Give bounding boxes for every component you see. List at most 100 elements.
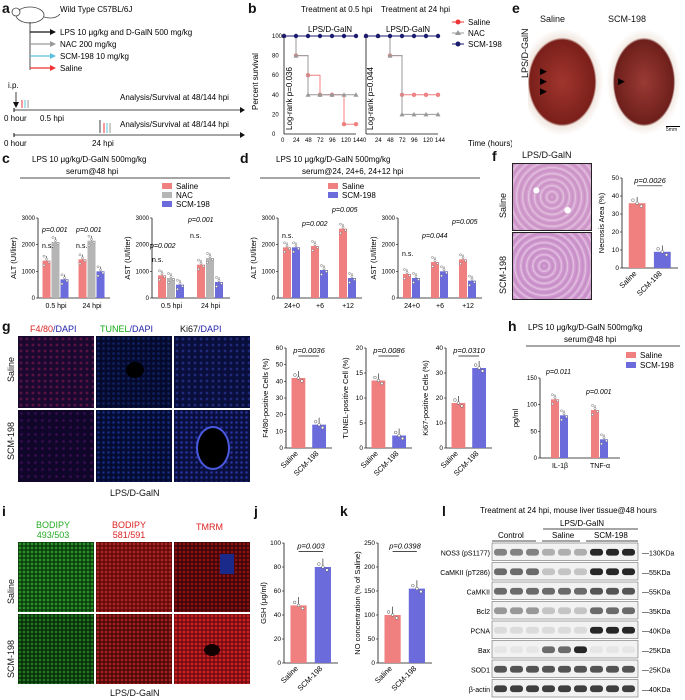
c-alt-bar-1-0 [78, 259, 87, 298]
b-xlabel: Time (hours) [468, 139, 512, 148]
b-ytick-3: 60 [272, 73, 279, 79]
g-col2-header: TUNEL/DAPI [100, 324, 154, 334]
c-alt-dot-0-0-3 [42, 263, 46, 267]
d-alt-bar-2-1 [348, 278, 356, 298]
l-band-1-lane-8 [622, 568, 635, 576]
k-dot-0-0 [386, 610, 391, 614]
panel-label-l: l [442, 503, 446, 519]
h-cytokine-chart: LPS 10 μg/kg/D-GalN 500mg/kg serum@48 hp… [511, 323, 680, 470]
panel-label-b: b [248, 0, 257, 16]
l-band-3-lane-2 [526, 607, 539, 615]
j-dot-0-2 [300, 606, 305, 611]
g-chart-0-dot-1-0 [314, 420, 318, 424]
panel-d-bar-charts: LPS 10 μg/kg/D-GalN 500mg/kg serum@24, 2… [249, 155, 482, 310]
l-kda-1: —55KDa [642, 570, 671, 577]
h-ytick-3: 150 [527, 376, 538, 382]
c-alt-dot-0-2-3 [60, 282, 64, 286]
l-band-0-lane-8 [622, 548, 635, 556]
d-ast-dot-1-0-0 [431, 256, 434, 259]
l-band-0-lane-3 [542, 548, 555, 556]
b-point-0-2-1 [293, 33, 299, 39]
f-p: p=0.0026 [633, 176, 666, 185]
b-ylabel: Percent survival [251, 53, 260, 110]
d-alt-dot-1-1-1 [322, 267, 326, 270]
l-band-6-lane-4 [558, 665, 571, 673]
i-col2-header: BODIPY 581/591 [112, 520, 147, 540]
d-alt-dot-0-1-0 [292, 241, 295, 245]
h-dot-0-0-0 [551, 393, 554, 397]
l-band-2-lane-7 [606, 587, 619, 595]
c-legend-saline: Saline [176, 182, 199, 191]
j-ytick-1: 20 [274, 636, 282, 643]
c-ast-dot-1-1-3 [206, 261, 209, 264]
l-band-0-lane-6 [590, 548, 603, 556]
b-point-1-2-2 [387, 33, 393, 39]
legend-lps: LPS 10 μg/kg and D-GalN 500 mg/kg [60, 28, 192, 37]
d-subtitle: serum@24, 24+6, 24+12 hpi [302, 167, 404, 176]
l-band-6-lane-6 [590, 665, 603, 673]
h-ytick-0: 0 [534, 456, 538, 462]
g-chart-0-ytick-6: 60 [276, 345, 284, 352]
d-alt-dot-0-0-3 [283, 250, 286, 254]
time-0-label-2: 0 hour [4, 139, 27, 148]
d-ast-dot-0-0-3 [403, 277, 406, 280]
b-point-1-2-6 [435, 33, 441, 39]
h-dot-1-1-2 [605, 439, 608, 443]
h-legend-saline: Saline [640, 351, 663, 360]
l-band-5-lane-5 [574, 646, 587, 654]
d-alt-bar-0-1 [292, 247, 300, 298]
d-ast-ylabel: AST (UI/liter) [369, 236, 378, 280]
l-band-frame-4 [491, 620, 639, 639]
g-chart-1-dot-0-0 [373, 375, 377, 380]
l-band-frame-1 [491, 562, 639, 581]
b-xtick-0-6: 144 [353, 138, 364, 144]
b-point-1-2-4 [411, 33, 417, 39]
l-band-7-lane-5 [574, 685, 587, 693]
b-lps-label-2: LPS/D-GalN [386, 25, 430, 34]
i-col1-header: BODIPY 493/503 [36, 520, 71, 540]
l-band-4-lane-4 [558, 626, 571, 634]
b-xtick-0-0: 0 [281, 138, 285, 144]
d-ns-alt: n.s. [282, 233, 293, 240]
b-point-1-2-0 [363, 33, 369, 39]
k-ytick-4: 200 [364, 564, 375, 571]
l-band-0-lane-1 [510, 548, 523, 556]
d-alt-dot-1-0-2 [316, 246, 319, 249]
c-alt-dot-1-0-3 [78, 262, 82, 266]
d-ast-bar-2-1 [468, 280, 476, 298]
c-alt-dot-0-0-1 [45, 257, 48, 261]
l-label-1: CaMKII (pT286) [440, 570, 490, 577]
g-f480-scm198 [18, 410, 94, 482]
h-xtick-0: IL-1β [552, 463, 568, 470]
c-ast-ylabel: AST (UI/liter) [123, 236, 132, 280]
h-dot-0-1-2 [565, 415, 568, 419]
c-ast-dot-0-2-0 [176, 278, 179, 282]
d-ast-bar-0-1 [412, 278, 420, 298]
g-chart-0-dot-1-2 [320, 426, 325, 430]
d-ast-bar-2-0 [459, 259, 467, 298]
g-chart-1-ytick-1: 5 [359, 420, 363, 427]
l-label-0: NOS3 (pS1177) [441, 551, 490, 558]
l-label-4: PCNA [471, 629, 491, 636]
f-histology-scm198 [512, 232, 592, 300]
d-alt-ytick-0: 0 [272, 296, 276, 302]
l-kda-7: —40KDa [642, 687, 671, 694]
f-bar-0 [628, 203, 646, 268]
f-ytick-5: 50 [612, 175, 620, 182]
j-ylabel: GSH (μg/ml) [259, 582, 268, 624]
l-band-3-lane-4 [558, 607, 571, 615]
c-ast-dot-1-2-1 [217, 279, 221, 282]
f-ylabel: Necrosis Area (%) [597, 192, 606, 253]
c-ast-dot-0-0-0 [158, 269, 161, 273]
panel-label-d: d [240, 150, 249, 166]
l-title: Treatment at 24 hpi, mouse liver tissue@… [480, 506, 657, 515]
h-ylabel: pg/ml [511, 408, 520, 427]
c-ns-alt-0: n.s. [42, 243, 53, 250]
h-dot-1-0-2 [596, 410, 599, 413]
b-point-1-0-5 [423, 92, 429, 98]
d-ast-dot-1-1-0 [440, 265, 443, 269]
l-band-3-lane-5 [574, 607, 587, 615]
ip-label: i.p. [8, 81, 19, 90]
